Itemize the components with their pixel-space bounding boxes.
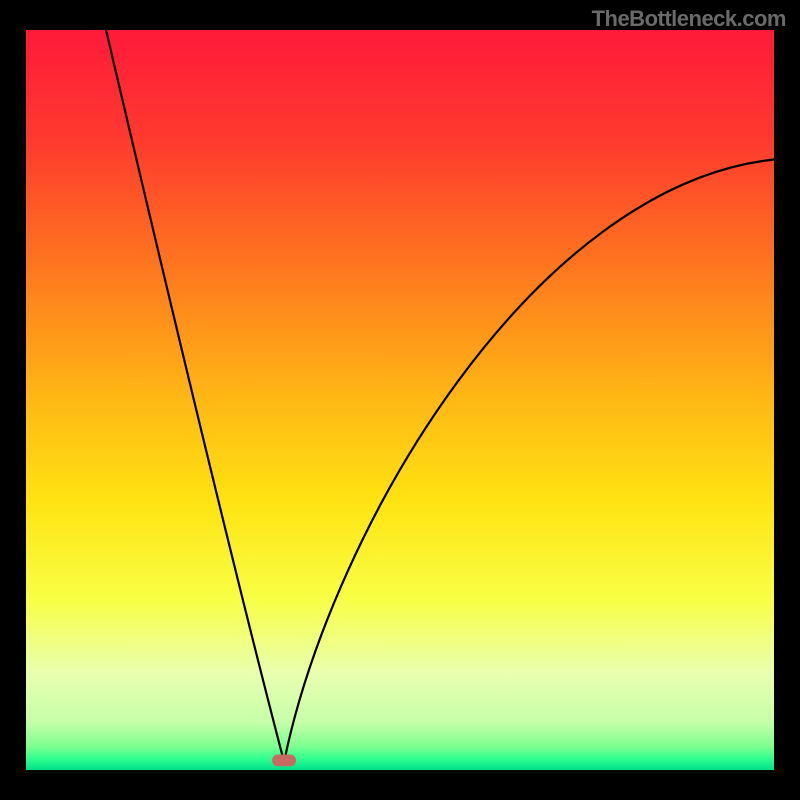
bottleneck-chart: [0, 0, 800, 800]
chart-container: TheBottleneck.com: [0, 0, 800, 800]
optimum-marker: [272, 754, 296, 766]
watermark-text: TheBottleneck.com: [592, 6, 786, 32]
chart-gradient-background: [26, 30, 774, 770]
